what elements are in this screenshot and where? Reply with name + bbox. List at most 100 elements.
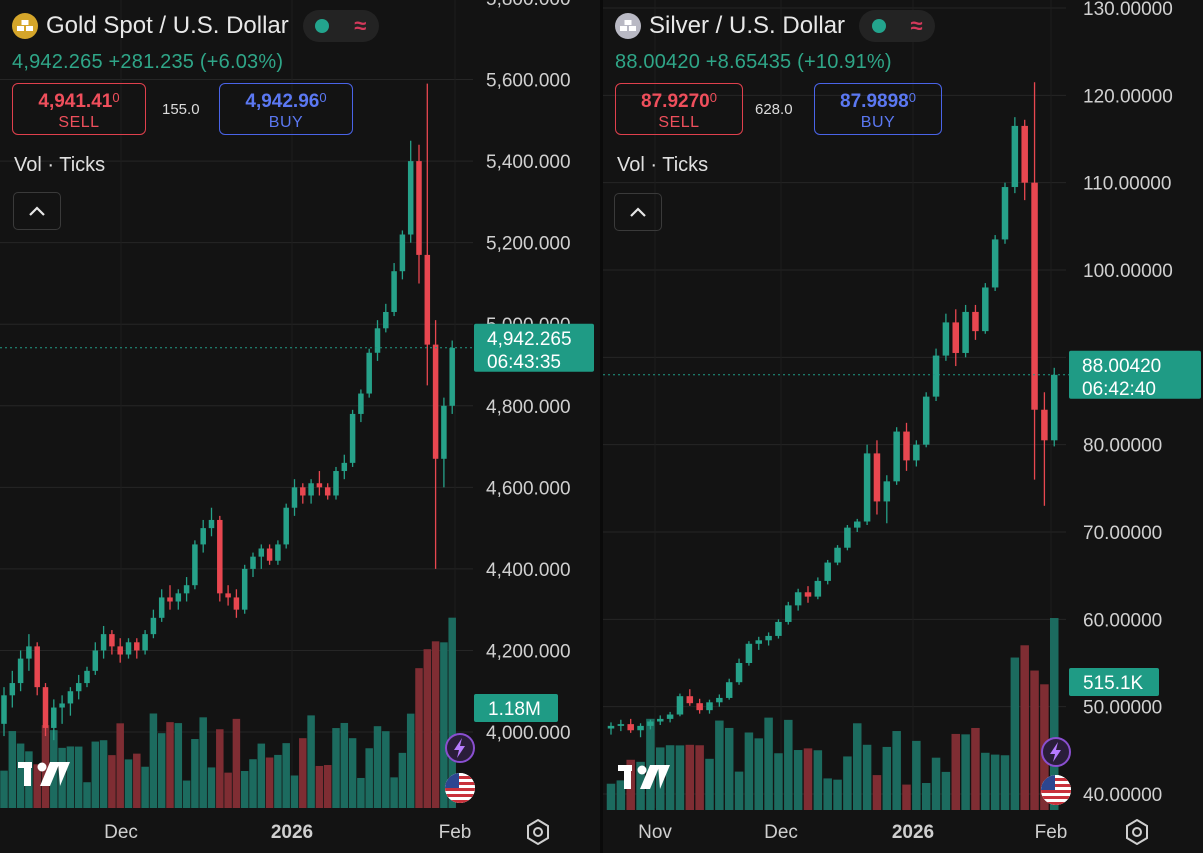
silver-market-status-pill[interactable]: ≈ <box>859 10 936 42</box>
gold-buy-price: 4,942.96 <box>245 91 320 112</box>
candle-body <box>745 643 753 663</box>
volume-bar <box>793 750 803 810</box>
y-tick-label: 4,400.000 <box>486 560 571 581</box>
tradingview-logo-icon <box>618 763 670 796</box>
green-dot-icon <box>871 19 886 33</box>
silver-candlestick-chart[interactable]: 130.00000120.00000110.00000100.0000090.0… <box>603 0 1203 853</box>
volume-bar <box>882 746 892 810</box>
volume-bar <box>415 668 423 808</box>
volume-bar <box>941 771 951 810</box>
candle-body <box>266 548 273 561</box>
volume-bar <box>931 757 941 810</box>
silver-buy-price: 87.9898 <box>840 91 909 112</box>
panel-divider <box>600 0 603 853</box>
y-tick-label: 110.00000 <box>1083 174 1171 195</box>
countdown-label: 06:42:40 <box>1082 379 1156 400</box>
candle-body <box>1051 374 1058 441</box>
y-tick-label: 40.00000 <box>1083 785 1162 806</box>
candle-body <box>366 352 372 394</box>
volume-bar <box>141 766 149 808</box>
candle-body <box>696 703 703 711</box>
volume-bar <box>307 715 315 808</box>
silver-buy-button[interactable]: 87.98980 BUY <box>814 83 942 135</box>
gold-collapse-button[interactable] <box>13 192 61 230</box>
settings-icon[interactable] <box>1124 818 1150 850</box>
silver-change: +8.65435 (+10.91%) <box>705 51 892 73</box>
gold-coin-icon <box>12 13 38 39</box>
y-tick-label: 5,600.000 <box>486 71 571 92</box>
us-flag-icon[interactable] <box>445 773 475 803</box>
volume-bar <box>921 783 931 810</box>
last-price-tag <box>1069 350 1201 399</box>
settings-icon[interactable] <box>525 818 551 850</box>
volume-bar <box>390 777 398 808</box>
volume-bar <box>174 723 183 808</box>
volume-bar <box>843 756 852 810</box>
volume-bar <box>744 732 754 810</box>
silver-chart-panel: 130.00000120.00000110.00000100.0000090.0… <box>603 0 1203 853</box>
candle-body <box>676 696 684 715</box>
volume-bar <box>91 741 100 808</box>
candle-body <box>863 453 871 522</box>
candle-body <box>200 528 206 545</box>
silver-symbol-title[interactable]: Silver / U.S. Dollar <box>649 12 846 39</box>
candle-body <box>617 724 625 726</box>
us-flag-icon[interactable] <box>1041 775 1071 805</box>
wave-icon: ≈ <box>910 13 923 38</box>
gold-sell-button[interactable]: 4,941.410 SELL <box>12 83 146 135</box>
gold-buy-button[interactable]: 4,942.960 BUY <box>219 83 353 135</box>
candle-body <box>932 355 940 397</box>
gold-symbol-title[interactable]: Gold Spot / U.S. Dollar <box>46 12 289 39</box>
candle-body <box>424 254 431 345</box>
candle-body <box>657 718 664 722</box>
silver-sell-button[interactable]: 87.92700 SELL <box>615 83 743 135</box>
candle-body <box>1011 125 1019 188</box>
volume-bar <box>685 744 695 810</box>
candle-body <box>824 562 831 581</box>
volume-bar <box>951 733 960 810</box>
candle-body <box>225 593 231 598</box>
y-tick-label: 5,400.000 <box>486 152 571 173</box>
silver-buy-pipette: 0 <box>908 90 916 105</box>
y-tick-label: 100.00000 <box>1083 261 1173 282</box>
chevron-up-icon <box>630 207 646 217</box>
silver-collapse-button[interactable] <box>614 193 662 231</box>
gold-sell-price: 4,941.41 <box>38 91 113 112</box>
candle-body <box>258 548 265 557</box>
volume-bar <box>636 761 645 810</box>
volume-bar <box>282 743 290 808</box>
candle-body <box>26 646 32 659</box>
x-tick-label: Feb <box>439 822 472 843</box>
candle-body <box>391 271 397 312</box>
volume-bar <box>224 772 232 808</box>
candle-body <box>109 634 115 647</box>
volume-bar <box>232 718 241 808</box>
volume-bar <box>365 748 373 808</box>
candle-body <box>167 597 173 602</box>
x-tick-label: Nov <box>638 822 672 843</box>
volume-bar <box>66 746 75 808</box>
silver-volume-legend[interactable]: Vol · Ticks <box>617 154 709 176</box>
volume-bar <box>912 740 921 810</box>
volume-tag <box>1069 668 1159 696</box>
y-tick-label: 4,600.000 <box>486 478 571 499</box>
volume-bar <box>33 764 41 808</box>
gold-market-status-pill[interactable]: ≈ <box>302 10 379 42</box>
y-tick-label: 5,200.000 <box>486 234 571 255</box>
volume-bar <box>357 777 365 808</box>
volume-tag <box>474 694 558 722</box>
lightning-icon[interactable] <box>1041 737 1071 767</box>
volume-bar <box>764 717 773 810</box>
gold-candlestick-chart[interactable]: 5,800.0005,600.0005,400.0005,200.0005,00… <box>0 0 600 853</box>
candle-body <box>291 487 298 508</box>
volume-bar <box>853 723 862 810</box>
candle-body <box>217 519 223 594</box>
volume-bar <box>1000 755 1010 810</box>
candle-body <box>250 556 256 569</box>
candle-body <box>283 507 289 545</box>
gold-volume-legend[interactable]: Vol · Ticks <box>14 154 106 176</box>
volume-bar <box>1030 670 1039 810</box>
candle-body <box>67 691 74 704</box>
lightning-icon[interactable] <box>445 733 475 763</box>
candle-body <box>150 617 157 635</box>
